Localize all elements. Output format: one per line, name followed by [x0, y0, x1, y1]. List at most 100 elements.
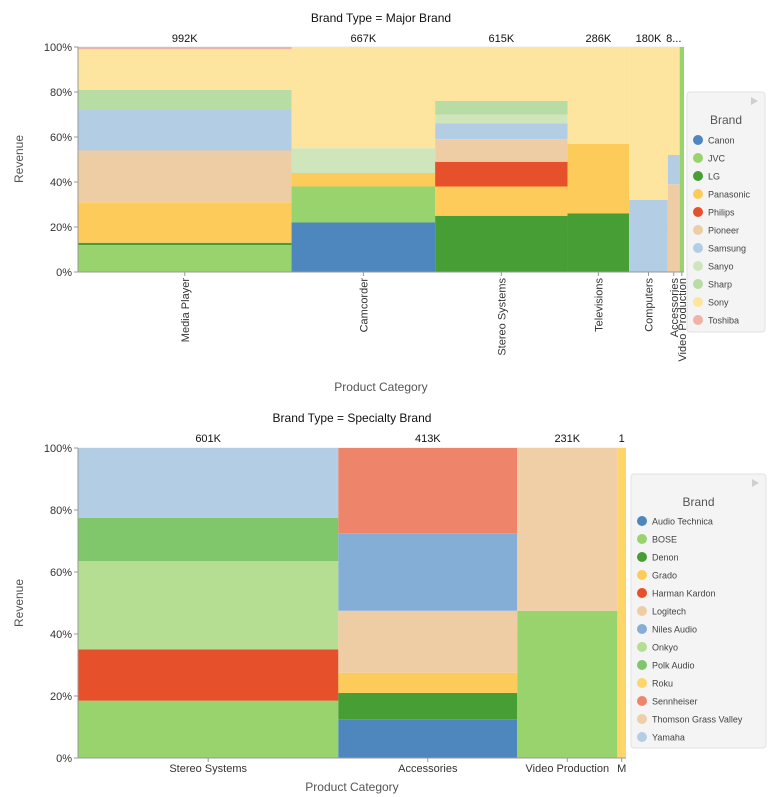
- chart1-segment-stereo-systems-philips[interactable]: [435, 161, 568, 187]
- chart1-x-axis-title: Product Category: [334, 380, 427, 394]
- chart1-segment-televisions-panasonic[interactable]: [567, 143, 630, 214]
- chart2-segment-accessories-denon[interactable]: [338, 692, 518, 720]
- chart2-segment-accessories-audio-technica[interactable]: [338, 719, 518, 758]
- chart2-legend-swatch-denon[interactable]: [637, 552, 647, 562]
- chart2-segment-accessories-sennheiser[interactable]: [338, 448, 518, 534]
- chart2-title: Brand Type = Specialty Brand: [273, 411, 432, 425]
- chart1-segment-stereo-systems-lg[interactable]: [435, 215, 568, 272]
- chart1-legend-swatch-canon[interactable]: [693, 135, 703, 145]
- chart2-legend-swatch-bose[interactable]: [637, 534, 647, 544]
- chart1-legend-swatch-sony[interactable]: [693, 297, 703, 307]
- chart2-legend-swatch-audio-technica[interactable]: [637, 516, 647, 526]
- chart1-legend-label-jvc: JVC: [708, 154, 726, 164]
- chart2-legend-swatch-niles-audio[interactable]: [637, 624, 647, 634]
- chart2-segment-accessories-grado[interactable]: [338, 672, 518, 693]
- chart2-legend-swatch-grado[interactable]: [637, 570, 647, 580]
- chart2-segment-stereo-systems-polk-audio[interactable]: [78, 517, 339, 562]
- chart2-legend-label-logitech: Logitech: [652, 607, 686, 617]
- chart2-category-label-m: M: [617, 763, 626, 775]
- chart2-segment-video-production-thomson-grass-valley[interactable]: [517, 448, 618, 611]
- chart2-legend-label-sennheiser: Sennheiser: [652, 697, 698, 707]
- chart2-y-axis-title: Revenue: [12, 579, 26, 627]
- chart2-legend-swatch-polk-audio[interactable]: [637, 660, 647, 670]
- chart1-legend-swatch-samsung[interactable]: [693, 243, 703, 253]
- chart1-segment-stereo-systems-sony[interactable]: [435, 47, 568, 101]
- chart2-segment-stereo-systems-onkyo[interactable]: [78, 561, 339, 650]
- chart1-segment-media-player-jvc[interactable]: [78, 245, 292, 272]
- chart2-legend-swatch-harman-kardon[interactable]: [637, 588, 647, 598]
- chart1-segment-stereo-systems-samsung[interactable]: [435, 123, 568, 140]
- chart1-category-label-media-player: Media Player: [180, 278, 192, 343]
- chart2-segment-stereo-systems-yamaha[interactable]: [78, 448, 339, 518]
- chart2-legend-swatch-thomson-grass-valley[interactable]: [637, 714, 647, 724]
- chart2-y-tick-label: 100%: [44, 443, 72, 455]
- chart1-legend-label-sharp: Sharp: [708, 280, 732, 290]
- chart2-y-tick-label: 80%: [50, 505, 72, 517]
- chart1-legend-label-lg: LG: [708, 172, 720, 182]
- chart1-legend-expand-icon[interactable]: [751, 97, 758, 105]
- chart1-segment-camcorder-sanyo[interactable]: [291, 148, 436, 173]
- chart2-legend-swatch-logitech[interactable]: [637, 606, 647, 616]
- chart1-legend-swatch-lg[interactable]: [693, 171, 703, 181]
- chart1-segment-camcorder-panasonic[interactable]: [291, 173, 436, 187]
- chart1-segment-media-player-lg[interactable]: [78, 242, 292, 245]
- chart1-segment-media-player-pioneer[interactable]: [78, 150, 292, 203]
- chart1-legend-label-sony: Sony: [708, 298, 729, 308]
- chart2-segment-m-roku[interactable]: [617, 448, 626, 758]
- chart2-column-total-video-production: 231K: [554, 433, 580, 445]
- chart2-legend-expand-icon[interactable]: [752, 479, 759, 487]
- chart1-segment-stereo-systems-sanyo[interactable]: [435, 114, 568, 124]
- chart1-legend-swatch-panasonic[interactable]: [693, 189, 703, 199]
- chart1-legend-swatch-sharp[interactable]: [693, 279, 703, 289]
- chart1-segment-televisions-sony[interactable]: [567, 47, 630, 144]
- chart2-column-total-accessories: 413K: [415, 433, 441, 445]
- chart1-legend-swatch-toshiba[interactable]: [693, 315, 703, 325]
- chart1-legend-label-sanyo: Sanyo: [708, 262, 734, 272]
- chart2-legend-swatch-sennheiser[interactable]: [637, 696, 647, 706]
- chart2-segment-accessories-logitech[interactable]: [338, 610, 518, 673]
- chart1-legend-swatch-philips[interactable]: [693, 207, 703, 217]
- chart2-column-total-stereo-systems: 601K: [195, 433, 221, 445]
- chart1-column-total-media-player: 992K: [172, 33, 198, 45]
- chart1-legend-swatch-pioneer[interactable]: [693, 225, 703, 235]
- chart1-segment-camcorder-jvc[interactable]: [291, 186, 436, 223]
- chart1-segment-televisions-lg[interactable]: [567, 213, 630, 273]
- chart2-legend-label-denon: Denon: [652, 553, 679, 563]
- chart2-category-label-video-production: Video Production: [526, 763, 610, 775]
- chart1-segment-accessories-sony[interactable]: [667, 47, 680, 155]
- chart1-legend-label-panasonic: Panasonic: [708, 190, 751, 200]
- chart1-segment-computers-sony[interactable]: [629, 47, 668, 200]
- chart1-category-label-computers: Computers: [643, 278, 655, 332]
- chart1-segment-media-player-panasonic[interactable]: [78, 202, 292, 243]
- chart1-segment-camcorder-sony[interactable]: [291, 47, 436, 149]
- chart2-segment-video-production-bose[interactable]: [517, 610, 618, 758]
- chart1-segment-video-production-jvc[interactable]: [679, 47, 684, 272]
- chart2-y-tick-label: 40%: [50, 629, 72, 641]
- chart2-legend-swatch-onkyo[interactable]: [637, 642, 647, 652]
- chart1-segment-accessories-pioneer[interactable]: [667, 184, 680, 272]
- chart2-legend-label-grado: Grado: [652, 571, 677, 581]
- chart2-segment-accessories-niles-audio[interactable]: [338, 533, 518, 611]
- chart1-segment-accessories-samsung[interactable]: [667, 155, 680, 185]
- chart2-legend-label-onkyo: Onkyo: [652, 643, 678, 653]
- chart2-y-tick-label: 0%: [56, 753, 72, 765]
- chart1-segment-media-player-samsung[interactable]: [78, 110, 292, 151]
- chart1-segment-media-player-sharp[interactable]: [78, 89, 292, 110]
- chart1-legend: [686, 91, 766, 333]
- chart1-segment-camcorder-canon[interactable]: [291, 222, 436, 273]
- chart1-segment-stereo-systems-panasonic[interactable]: [435, 186, 568, 216]
- chart1-segment-stereo-systems-pioneer[interactable]: [435, 139, 568, 162]
- chart1-segment-media-player-sony[interactable]: [78, 49, 292, 90]
- chart1-segment-stereo-systems-sharp[interactable]: [435, 101, 568, 115]
- chart1-legend-swatch-jvc[interactable]: [693, 153, 703, 163]
- chart1-segment-media-player-toshiba[interactable]: [78, 47, 292, 50]
- chart2-legend-swatch-yamaha[interactable]: [637, 732, 647, 742]
- chart1-legend-swatch-sanyo[interactable]: [693, 261, 703, 271]
- chart2-segment-stereo-systems-bose[interactable]: [78, 700, 339, 758]
- chart1-segment-computers-samsung[interactable]: [629, 200, 668, 272]
- chart2-legend-label-audio-technica: Audio Technica: [652, 517, 713, 527]
- chart1-legend-title: Brand: [710, 113, 742, 127]
- chart2-segment-stereo-systems-harman-kardon[interactable]: [78, 649, 339, 701]
- chart2-legend-swatch-roku[interactable]: [637, 678, 647, 688]
